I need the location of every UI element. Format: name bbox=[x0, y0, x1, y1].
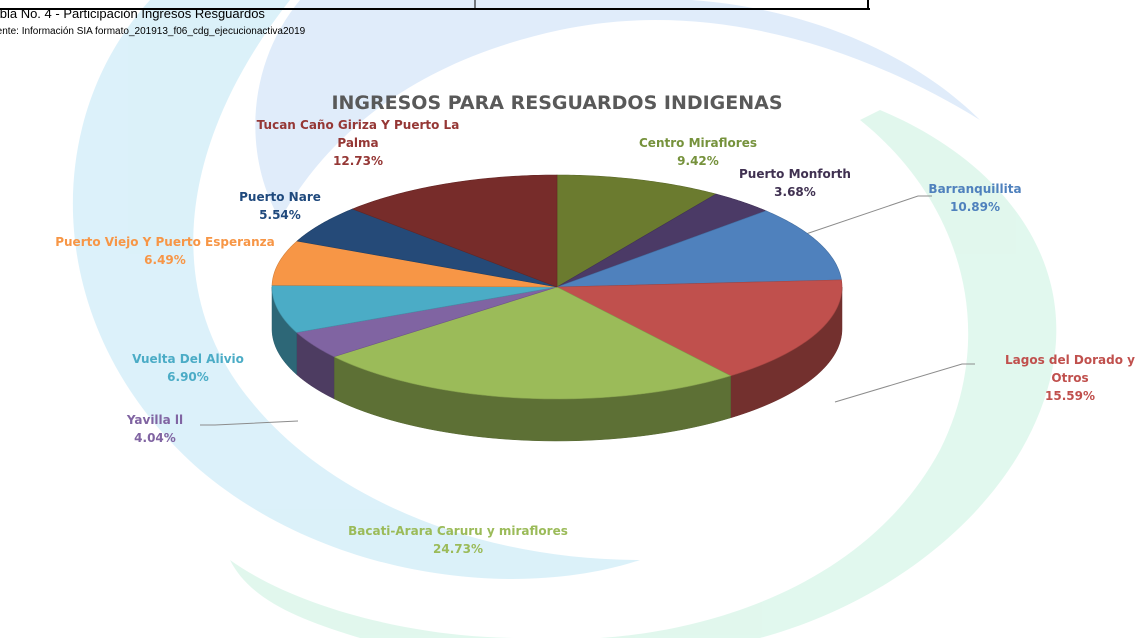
label-value: 5.54% bbox=[220, 206, 340, 224]
page: {"caption": "Tabla No. 4 - Participación… bbox=[0, 0, 1147, 638]
label-name: Puerto Viejo Y Puerto Esperanza bbox=[40, 233, 290, 251]
caption: Tabla No. 4 - Participación Ingresos Res… bbox=[0, 6, 265, 21]
label-value: 10.89% bbox=[905, 198, 1045, 216]
label-value: 12.73% bbox=[238, 152, 478, 170]
source: Fuente: Información SIA formato_201913_f… bbox=[0, 26, 305, 37]
label-name: Lagos del Dorado y Otros bbox=[985, 351, 1147, 387]
label-value: 3.68% bbox=[725, 183, 865, 201]
leader-line bbox=[835, 364, 975, 402]
chart-title: INGRESOS PARA RESGUARDOS INDIGENAS bbox=[331, 92, 782, 114]
label-value: 15.59% bbox=[985, 387, 1147, 405]
label-name: Tucan Caño Giriza Y Puerto La Palma bbox=[238, 116, 478, 152]
label-value: 6.90% bbox=[128, 368, 248, 386]
label-name: Vuelta Del Alivio bbox=[128, 350, 248, 368]
label-name: Centro Miraflores bbox=[628, 134, 768, 152]
label-name: Barranquillita bbox=[905, 180, 1045, 198]
label-name: Puerto Nare bbox=[220, 188, 340, 206]
label-name: Bacati-Arara Caruru y miraflores bbox=[328, 522, 588, 540]
label-value: 24.73% bbox=[328, 540, 588, 558]
label-name: Yavilla ll bbox=[105, 411, 205, 429]
label-value: 4.04% bbox=[105, 429, 205, 447]
label-value: 6.49% bbox=[40, 251, 290, 269]
pie-tops bbox=[272, 175, 842, 399]
label-name: Puerto Monforth bbox=[725, 165, 865, 183]
